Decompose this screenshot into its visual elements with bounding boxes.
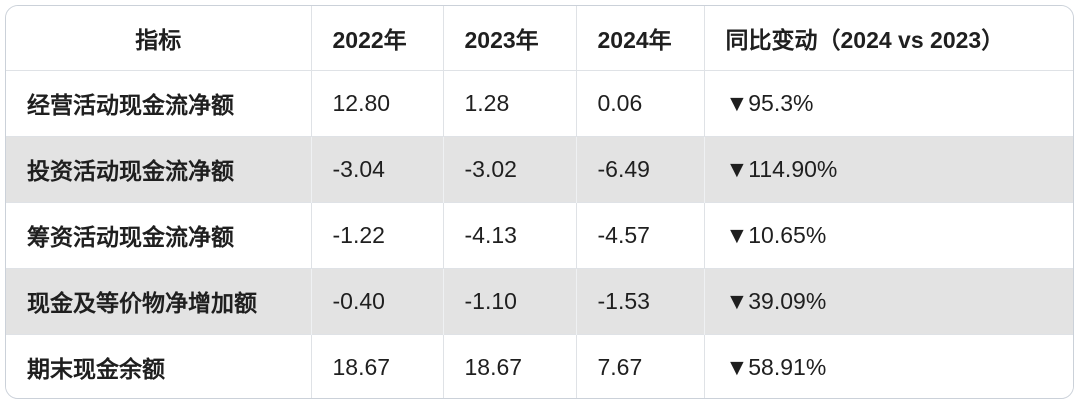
cash-flow-table: 指标 2022年 2023年 2024年 同比变动（2024 vs 2023） … bbox=[6, 6, 1073, 398]
value-2024: 7.67 bbox=[575, 333, 704, 398]
change-cell: ▼58.91% bbox=[703, 333, 1073, 398]
change-cell: ▼114.90% bbox=[703, 135, 1073, 202]
table-row: 筹资活动现金流净额 -1.22 -4.13 -4.57 ▼10.65% bbox=[6, 201, 1073, 268]
value-2023: 1.28 bbox=[442, 70, 576, 136]
row-label: 期末现金余额 bbox=[6, 333, 311, 398]
value-2023: -4.13 bbox=[442, 201, 576, 268]
change-cell: ▼39.09% bbox=[703, 267, 1073, 334]
table-body: 经营活动现金流净额 12.80 1.28 0.06 ▼95.3% 投资活动现金流… bbox=[6, 70, 1073, 398]
down-triangle-icon: ▼ bbox=[725, 155, 749, 182]
value-2023: 18.67 bbox=[442, 333, 576, 398]
table-row: 期末现金余额 18.67 18.67 7.67 ▼58.91% bbox=[6, 333, 1073, 398]
col-header-2022: 2022年 bbox=[310, 6, 443, 71]
header-row: 指标 2022年 2023年 2024年 同比变动（2024 vs 2023） bbox=[6, 6, 1073, 71]
value-2022: 12.80 bbox=[310, 70, 443, 136]
value-2022: 18.67 bbox=[310, 333, 443, 398]
value-2022: -1.22 bbox=[310, 201, 443, 268]
table-row: 经营活动现金流净额 12.80 1.28 0.06 ▼95.3% bbox=[6, 70, 1073, 136]
row-label: 现金及等价物净增加额 bbox=[6, 267, 311, 334]
table-header: 指标 2022年 2023年 2024年 同比变动（2024 vs 2023） bbox=[6, 6, 1073, 71]
change-value: 39.09% bbox=[748, 287, 827, 314]
change-value: 10.65% bbox=[748, 221, 827, 248]
down-triangle-icon: ▼ bbox=[725, 89, 749, 116]
table-row: 投资活动现金流净额 -3.04 -3.02 -6.49 ▼114.90% bbox=[6, 135, 1073, 202]
row-label: 经营活动现金流净额 bbox=[6, 70, 311, 136]
col-header-indicator: 指标 bbox=[6, 6, 311, 71]
value-2023: -1.10 bbox=[442, 267, 576, 334]
col-header-2023: 2023年 bbox=[442, 6, 576, 71]
change-value: 114.90% bbox=[748, 155, 838, 182]
down-triangle-icon: ▼ bbox=[725, 221, 749, 248]
value-2022: -3.04 bbox=[310, 135, 443, 202]
col-header-2024: 2024年 bbox=[575, 6, 704, 71]
financial-table-card: 指标 2022年 2023年 2024年 同比变动（2024 vs 2023） … bbox=[5, 5, 1074, 399]
change-cell: ▼10.65% bbox=[703, 201, 1073, 268]
change-cell: ▼95.3% bbox=[703, 70, 1073, 136]
value-2024: -1.53 bbox=[575, 267, 704, 334]
row-label: 筹资活动现金流净额 bbox=[6, 201, 311, 268]
change-value: 58.91% bbox=[748, 353, 827, 380]
col-header-change: 同比变动（2024 vs 2023） bbox=[703, 6, 1073, 71]
table-row: 现金及等价物净增加额 -0.40 -1.10 -1.53 ▼39.09% bbox=[6, 267, 1073, 334]
value-2023: -3.02 bbox=[442, 135, 576, 202]
down-triangle-icon: ▼ bbox=[725, 287, 749, 314]
change-value: 95.3% bbox=[748, 89, 814, 116]
value-2022: -0.40 bbox=[310, 267, 443, 334]
value-2024: 0.06 bbox=[575, 70, 704, 136]
value-2024: -6.49 bbox=[575, 135, 704, 202]
down-triangle-icon: ▼ bbox=[725, 353, 749, 380]
row-label: 投资活动现金流净额 bbox=[6, 135, 311, 202]
value-2024: -4.57 bbox=[575, 201, 704, 268]
